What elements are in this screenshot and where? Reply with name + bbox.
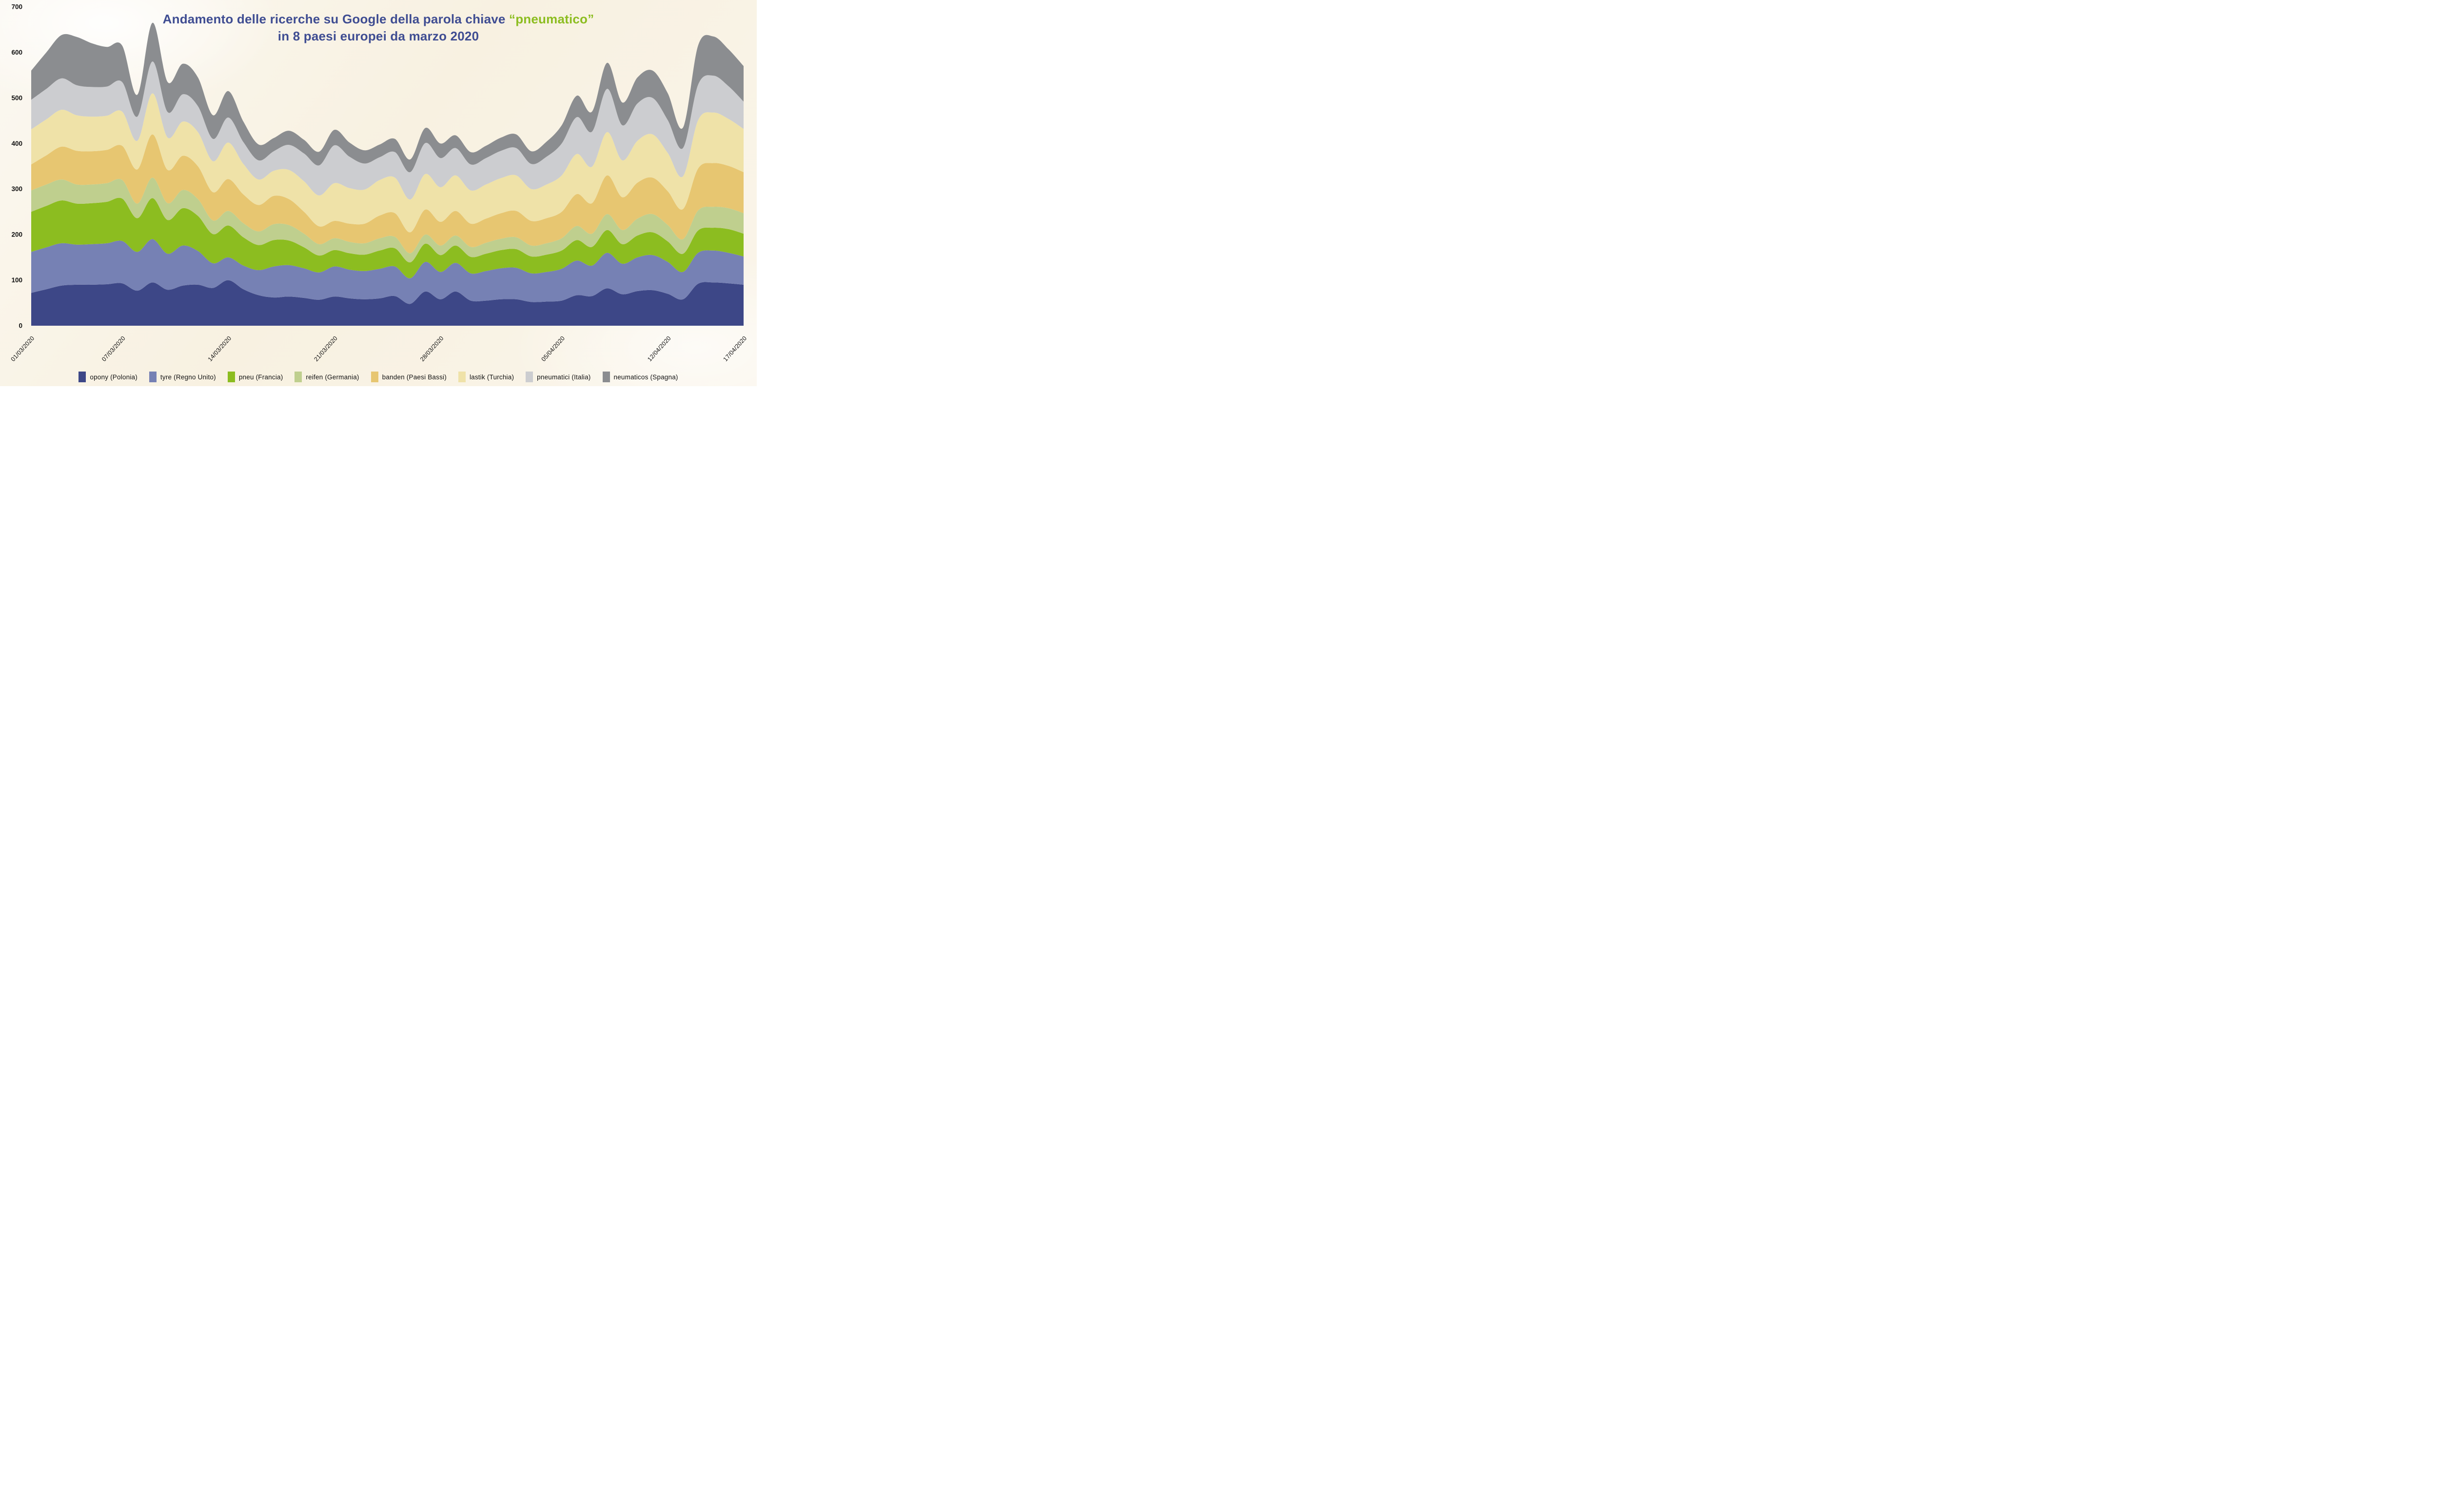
y-axis-tick-label: 0 bbox=[19, 322, 22, 330]
y-axis-tick-label: 300 bbox=[11, 185, 22, 193]
x-axis-tick-label: 07/03/2020 bbox=[100, 335, 127, 363]
y-axis-tick-label: 100 bbox=[11, 276, 22, 284]
area-band-lastik bbox=[31, 93, 744, 233]
legend-item-tyre: tyre (Regno Unito) bbox=[149, 372, 216, 382]
infographic-canvas: Andamento delle ricerche su Google della… bbox=[0, 0, 757, 386]
legend-item-lastik: lastik (Turchia) bbox=[458, 372, 514, 382]
legend-swatch-lastik bbox=[458, 372, 466, 382]
legend-item-opony: opony (Polonia) bbox=[79, 372, 138, 382]
legend-label: lastik (Turchia) bbox=[469, 373, 514, 381]
x-axis-tick-label: 01/03/2020 bbox=[10, 335, 36, 363]
x-axis-tick-label: 05/04/2020 bbox=[540, 335, 567, 363]
area-band-neumaticos bbox=[31, 22, 744, 173]
x-axis-tick-label: 28/03/2020 bbox=[419, 335, 445, 363]
area-band-reifen bbox=[31, 177, 744, 263]
area-band-banden bbox=[31, 134, 744, 254]
legend-item-pneumatici: pneumatici (Italia) bbox=[526, 372, 590, 382]
y-axis-tick-label: 600 bbox=[11, 49, 22, 56]
x-axis-tick-label: 14/03/2020 bbox=[207, 335, 233, 363]
legend-swatch-neumaticos bbox=[602, 372, 610, 382]
x-axis-tick-label: 21/03/2020 bbox=[313, 335, 339, 363]
legend-label: tyre (Regno Unito) bbox=[160, 373, 216, 381]
legend-swatch-opony bbox=[79, 372, 86, 382]
y-axis-tick-label: 200 bbox=[11, 231, 22, 238]
legend-label: pneumatici (Italia) bbox=[537, 373, 591, 381]
legend-label: neumaticos (Spagna) bbox=[613, 373, 678, 381]
legend-swatch-pneumatici bbox=[526, 372, 533, 382]
legend-label: reifen (Germania) bbox=[306, 373, 359, 381]
y-axis-tick-label: 400 bbox=[11, 140, 22, 147]
legend-item-banden: banden (Paesi Bassi) bbox=[371, 372, 447, 382]
stacked-area-chart: 0 100 200 300 400 500 600 700 01/03/2020 07/03/20… bbox=[10, 3, 748, 363]
legend: opony (Polonia) tyre (Regno Unito) pneu (F… bbox=[0, 372, 757, 382]
y-axis-tick-label: 700 bbox=[11, 3, 22, 11]
legend-label: banden (Paesi Bassi) bbox=[382, 373, 447, 381]
legend-item-neumaticos: neumaticos (Spagna) bbox=[602, 372, 678, 382]
legend-swatch-banden bbox=[371, 372, 378, 382]
legend-swatch-pneu bbox=[227, 372, 235, 382]
area-band-opony bbox=[31, 280, 744, 326]
legend-label: pneu (Francia) bbox=[238, 373, 283, 381]
legend-label: opony (Polonia) bbox=[90, 373, 138, 381]
x-axis-tick-label: 12/04/2020 bbox=[646, 335, 672, 363]
area-band-pneumatici bbox=[31, 61, 744, 200]
x-axis-tick-label: 17/04/2020 bbox=[722, 335, 748, 363]
legend-item-reifen: reifen (Germania) bbox=[295, 372, 359, 382]
legend-swatch-tyre bbox=[149, 372, 157, 382]
legend-swatch-reifen bbox=[295, 372, 302, 382]
legend-item-pneu: pneu (Francia) bbox=[227, 372, 283, 382]
area-band-pneu bbox=[31, 197, 744, 278]
y-axis-tick-label: 500 bbox=[11, 94, 22, 101]
area-band-tyre bbox=[31, 239, 744, 304]
